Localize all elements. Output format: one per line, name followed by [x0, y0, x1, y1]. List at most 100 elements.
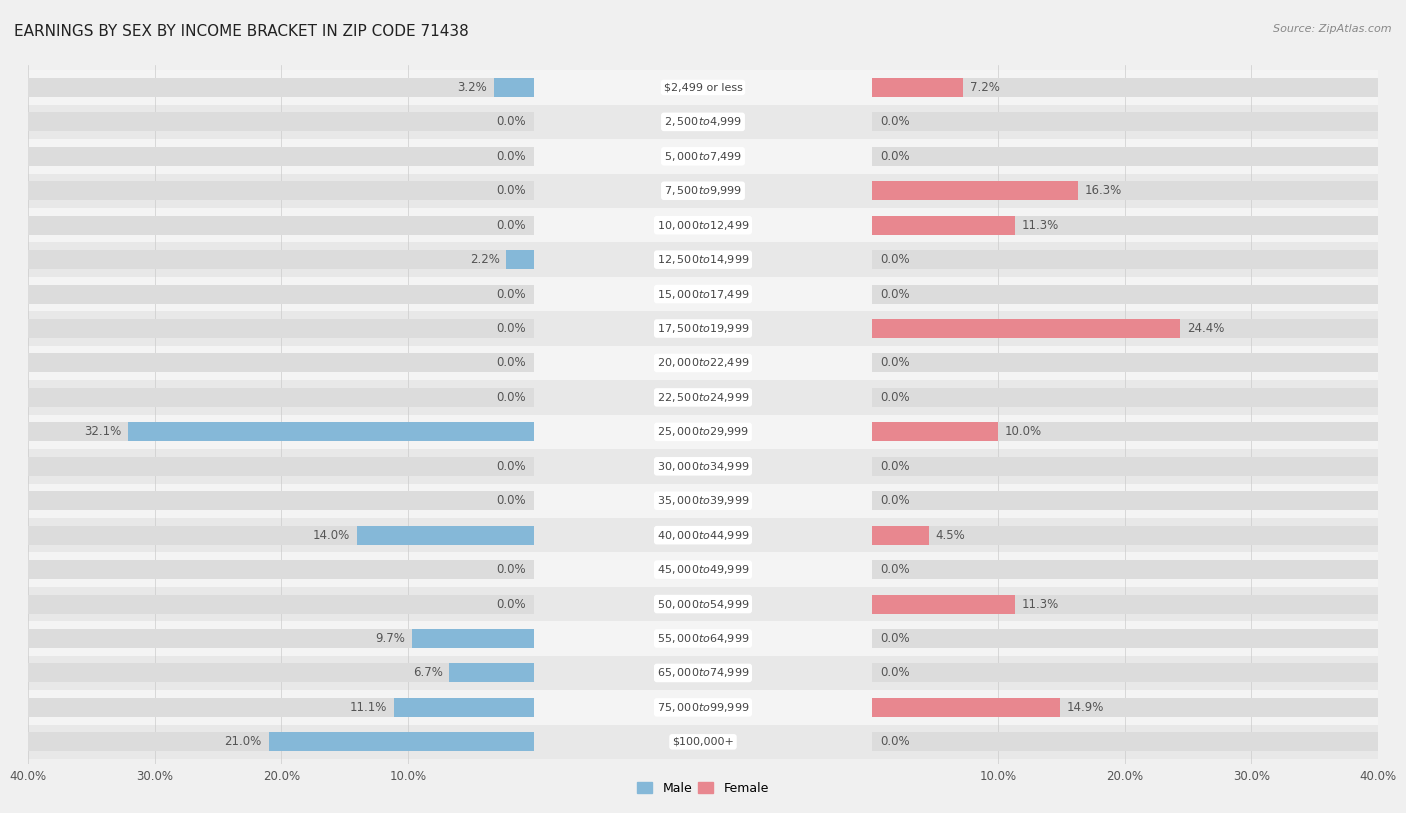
Text: $40,000 to $44,999: $40,000 to $44,999: [657, 528, 749, 541]
Text: 0.0%: 0.0%: [880, 391, 910, 404]
Bar: [28, 629, 534, 648]
Bar: [872, 733, 1378, 751]
Bar: [28, 105, 1378, 139]
Text: $25,000 to $29,999: $25,000 to $29,999: [657, 425, 749, 438]
Bar: [28, 346, 1378, 380]
Text: 0.0%: 0.0%: [496, 219, 526, 232]
Bar: [28, 526, 534, 545]
Bar: [394, 698, 534, 717]
Text: 0.0%: 0.0%: [880, 115, 910, 128]
Bar: [872, 457, 1378, 476]
Bar: [28, 423, 534, 441]
Bar: [872, 319, 1181, 338]
Bar: [872, 354, 1378, 372]
Text: 11.3%: 11.3%: [1021, 219, 1059, 232]
Bar: [872, 78, 963, 97]
Text: $35,000 to $39,999: $35,000 to $39,999: [657, 494, 749, 507]
Text: 9.7%: 9.7%: [375, 632, 405, 645]
Bar: [28, 656, 1378, 690]
Bar: [872, 181, 1378, 200]
Text: 14.9%: 14.9%: [1067, 701, 1104, 714]
Bar: [872, 560, 1378, 579]
Bar: [872, 663, 1378, 682]
Text: $100,000+: $100,000+: [672, 737, 734, 747]
Bar: [506, 250, 534, 269]
Text: $12,500 to $14,999: $12,500 to $14,999: [657, 253, 749, 266]
Text: 0.0%: 0.0%: [880, 632, 910, 645]
Text: 11.3%: 11.3%: [1021, 598, 1059, 611]
Text: $50,000 to $54,999: $50,000 to $54,999: [657, 598, 749, 611]
Bar: [28, 70, 1378, 105]
Text: 0.0%: 0.0%: [496, 288, 526, 301]
Bar: [28, 733, 534, 751]
Bar: [872, 629, 1378, 648]
Text: 0.0%: 0.0%: [496, 391, 526, 404]
Bar: [28, 242, 1378, 277]
Bar: [28, 112, 534, 132]
Text: $65,000 to $74,999: $65,000 to $74,999: [657, 667, 749, 680]
Bar: [28, 173, 1378, 208]
Bar: [872, 215, 1015, 235]
Bar: [872, 423, 998, 441]
Bar: [28, 208, 1378, 242]
Text: 4.5%: 4.5%: [935, 528, 965, 541]
Text: 0.0%: 0.0%: [880, 253, 910, 266]
Text: 0.0%: 0.0%: [880, 460, 910, 473]
Text: 0.0%: 0.0%: [496, 356, 526, 369]
Bar: [28, 147, 534, 166]
Text: $17,500 to $19,999: $17,500 to $19,999: [657, 322, 749, 335]
Bar: [412, 629, 534, 648]
Bar: [872, 594, 1015, 614]
Bar: [28, 354, 534, 372]
Bar: [872, 423, 1378, 441]
Bar: [28, 594, 534, 614]
Text: 3.2%: 3.2%: [457, 81, 486, 94]
Bar: [872, 594, 1378, 614]
Text: $55,000 to $64,999: $55,000 to $64,999: [657, 632, 749, 645]
Bar: [872, 112, 1378, 132]
Bar: [872, 698, 1378, 717]
Text: $75,000 to $99,999: $75,000 to $99,999: [657, 701, 749, 714]
Bar: [28, 552, 1378, 587]
Bar: [450, 663, 534, 682]
Bar: [28, 484, 1378, 518]
Text: 0.0%: 0.0%: [880, 735, 910, 748]
Bar: [28, 560, 534, 579]
Bar: [28, 285, 534, 303]
Text: $15,000 to $17,499: $15,000 to $17,499: [657, 288, 749, 301]
Bar: [872, 181, 1078, 200]
Bar: [28, 215, 534, 235]
Text: $2,499 or less: $2,499 or less: [664, 82, 742, 93]
Text: 0.0%: 0.0%: [880, 150, 910, 163]
Text: 2.2%: 2.2%: [470, 253, 499, 266]
Text: 0.0%: 0.0%: [496, 150, 526, 163]
Bar: [28, 449, 1378, 484]
Bar: [28, 491, 534, 511]
Text: 0.0%: 0.0%: [880, 563, 910, 576]
Bar: [28, 78, 534, 97]
Text: EARNINGS BY SEX BY INCOME BRACKET IN ZIP CODE 71438: EARNINGS BY SEX BY INCOME BRACKET IN ZIP…: [14, 24, 468, 39]
Text: 10.0%: 10.0%: [1005, 425, 1042, 438]
Bar: [28, 388, 534, 406]
Text: $7,500 to $9,999: $7,500 to $9,999: [664, 185, 742, 198]
Bar: [28, 690, 1378, 724]
Text: 0.0%: 0.0%: [880, 494, 910, 507]
Bar: [872, 491, 1378, 511]
Bar: [357, 526, 534, 545]
Bar: [494, 78, 534, 97]
Text: $20,000 to $22,499: $20,000 to $22,499: [657, 356, 749, 369]
Bar: [28, 415, 1378, 449]
Bar: [28, 587, 1378, 621]
Bar: [28, 457, 534, 476]
Text: $30,000 to $34,999: $30,000 to $34,999: [657, 460, 749, 473]
Bar: [872, 250, 1378, 269]
Text: 0.0%: 0.0%: [496, 598, 526, 611]
Bar: [872, 215, 1378, 235]
Bar: [28, 663, 534, 682]
Bar: [28, 181, 534, 200]
Text: 32.1%: 32.1%: [84, 425, 121, 438]
Text: $45,000 to $49,999: $45,000 to $49,999: [657, 563, 749, 576]
Bar: [128, 423, 534, 441]
Bar: [28, 380, 1378, 415]
Text: 6.7%: 6.7%: [413, 667, 443, 680]
